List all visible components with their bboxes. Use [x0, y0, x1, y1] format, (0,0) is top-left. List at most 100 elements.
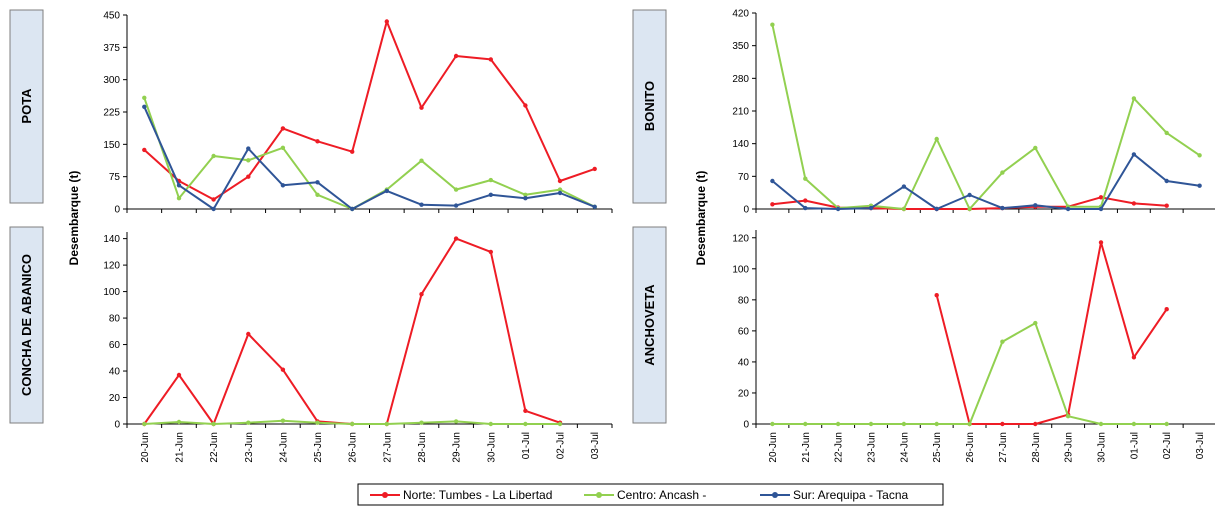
series-point — [557, 178, 563, 184]
x-tick-label: 27-Jun — [998, 432, 1009, 463]
series-line — [935, 241, 1168, 425]
y-tick-label: 70 — [738, 172, 750, 183]
chart-pota: 0 75 150 225 300 375 450 — [103, 11, 613, 216]
panel-label-pota: POTA — [9, 9, 44, 204]
panel-label-concha: CONCHA DE ABANICO — [9, 226, 44, 424]
series-point — [384, 19, 389, 24]
series-point — [453, 187, 459, 192]
series-point — [803, 176, 808, 181]
series-point — [1131, 421, 1137, 427]
series-point — [488, 192, 493, 197]
legend: Norte: Tumbes - La Libertad Centro: Ancas… — [357, 483, 944, 506]
y-tick-label: 80 — [109, 314, 121, 325]
series-point — [419, 158, 424, 163]
series-point — [419, 292, 424, 297]
x-tick-label: 27-Jun — [382, 432, 393, 463]
x-tick-label: 26-Jun — [348, 432, 359, 463]
series-point — [770, 421, 775, 427]
series-point — [1000, 205, 1005, 211]
x-tick-label: 25-Jun — [932, 432, 943, 463]
series-point — [142, 104, 147, 110]
series-point — [1033, 320, 1038, 326]
series-point — [934, 136, 939, 142]
series-point — [142, 421, 147, 427]
series-point — [592, 166, 597, 172]
series-point — [901, 421, 907, 427]
series-point — [176, 196, 182, 201]
series-point — [1065, 206, 1071, 212]
legend-swatch-marker — [596, 492, 602, 498]
series-point — [1098, 421, 1104, 427]
series-point — [1164, 421, 1169, 427]
panel-label-box — [632, 226, 667, 424]
legend-label: Sur: Arequipa - Tacna — [793, 488, 909, 502]
series-point — [803, 421, 808, 427]
series-line — [143, 20, 596, 201]
y-tick-label: 375 — [103, 43, 120, 54]
series-point — [315, 180, 320, 185]
series-point — [142, 147, 147, 153]
x-axis-labels-right: 20-Jun 21-Jun 22-Jun 23-Jun 24-Jun 25-Jun 26-J… — [768, 432, 1206, 463]
panel-label-bonito: BONITO — [632, 9, 667, 204]
x-tick-label: 30-Jun — [486, 432, 497, 463]
x-tick-label: 01-Jul — [521, 432, 532, 459]
x-axis-labels-left: 20-Jun 21-Jun 22-Jun 23-Jun 24-Jun 25-Jun 26-J… — [140, 432, 601, 463]
y-tick-label: 350 — [732, 41, 749, 52]
y-tick-label: 140 — [732, 139, 749, 150]
x-tick-label: 30-Jun — [1097, 432, 1108, 463]
x-tick-label: 21-Jun — [801, 432, 812, 463]
series-point — [1131, 201, 1137, 206]
legend-label: Centro: Ancash - — [617, 488, 706, 502]
series-point — [211, 153, 216, 159]
series-line — [143, 97, 596, 210]
series-point — [419, 420, 424, 425]
x-tick-label: 01-Jul — [1129, 432, 1140, 459]
series-point — [280, 145, 286, 150]
x-tick-label: 23-Jun — [244, 432, 255, 463]
series-point — [523, 421, 528, 427]
series-point — [453, 53, 459, 59]
series-point — [1033, 203, 1038, 208]
y-tick-label: 60 — [109, 340, 121, 351]
series-point — [488, 177, 493, 183]
series-line — [143, 106, 596, 210]
y-tick-label: 0 — [743, 205, 749, 216]
y-tick-label: 0 — [114, 205, 120, 216]
series-point — [770, 178, 775, 184]
series-point — [246, 158, 251, 163]
y-tick-label: 100 — [732, 264, 749, 275]
series-point — [1164, 307, 1169, 312]
series-point — [211, 206, 216, 212]
series-point — [453, 203, 459, 208]
series-point — [1164, 178, 1169, 184]
series-point — [419, 202, 424, 207]
panel-label-text: ANCHOVETA — [642, 284, 657, 366]
series-point — [315, 139, 320, 144]
series-point — [868, 205, 874, 211]
series-line — [143, 237, 561, 425]
series-point — [557, 190, 563, 196]
series-point — [488, 421, 493, 427]
legend-label: Norte: Tumbes - La Libertad — [403, 488, 552, 502]
series-point — [176, 183, 182, 188]
x-tick-label: 22-Jun — [209, 432, 220, 463]
x-tick-label: 02-Jul — [556, 432, 567, 459]
series-point — [1197, 153, 1202, 158]
series-point — [967, 206, 972, 212]
series-point — [1033, 145, 1038, 151]
chart-concha-de-abanico: 0 20 40 60 80 100 120 140 — [103, 232, 613, 431]
y-tick-label: 60 — [738, 326, 750, 337]
series-point — [1000, 421, 1005, 427]
series-point — [246, 146, 251, 151]
series-point — [350, 206, 355, 212]
x-tick-label: 03-Jul — [590, 432, 601, 459]
y-tick-label: 210 — [732, 107, 749, 118]
panel-label-box — [632, 9, 667, 204]
series-point — [453, 236, 459, 241]
y-axis-label-left: Desembarque (t) — [67, 171, 81, 266]
legend-swatch-marker — [382, 492, 388, 498]
series-point — [176, 372, 182, 378]
series-point — [523, 196, 528, 201]
series-point — [384, 421, 389, 427]
